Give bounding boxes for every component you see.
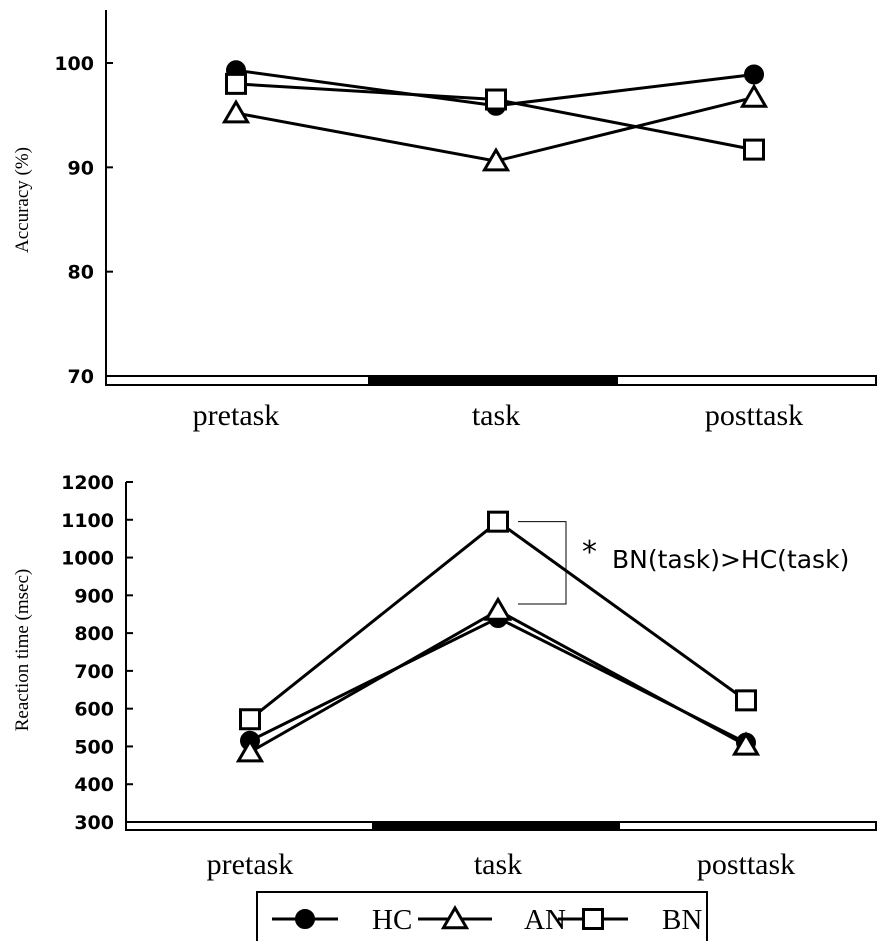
series-line-HC xyxy=(249,616,747,745)
data-point-BN-task xyxy=(487,510,509,533)
y-tick-label: 1100 xyxy=(61,510,114,532)
y-tick-label: 500 xyxy=(74,736,114,758)
significance-bracket xyxy=(518,521,567,605)
data-point-BN-posttask xyxy=(735,689,757,712)
y-tick-label: 700 xyxy=(74,661,114,683)
series-line-AN xyxy=(249,608,747,754)
data-point-HC-posttask xyxy=(744,64,764,85)
y-tick-label: 400 xyxy=(74,774,114,796)
data-point-AN-task xyxy=(481,147,511,172)
data-point-AN-pretask xyxy=(221,99,251,124)
data-point-AN-posttask xyxy=(739,83,769,108)
legend-marker-HC xyxy=(295,909,315,929)
chart-1: 70 80 90 100 Accuracy (%) pretask task posttask xyxy=(12,10,877,432)
y-tick-label: 70 xyxy=(68,366,94,388)
legend-marker-AN xyxy=(440,905,470,930)
y-tick-label: 100 xyxy=(54,53,94,75)
data-point-BN-task xyxy=(485,88,507,111)
data-point-BN-pretask xyxy=(225,72,247,95)
legend-marker-BN xyxy=(582,908,604,930)
y-tick-label: 1200 xyxy=(61,472,114,494)
phase-bar-task-segment xyxy=(368,376,618,385)
annotation-star: * xyxy=(582,535,597,570)
legend-label-BN: BN xyxy=(662,904,702,936)
data-point-AN-task xyxy=(483,596,513,621)
y-tick-label: 300 xyxy=(74,812,114,834)
y-tick-label: 600 xyxy=(74,699,114,721)
x-tick-label-task: task xyxy=(472,399,520,432)
y-tick-label: 90 xyxy=(68,157,94,179)
data-point-BN-posttask xyxy=(743,138,765,161)
phase-bar-task-segment xyxy=(372,822,620,830)
y-tick-label: 80 xyxy=(68,262,94,284)
x-tick-label-posttask: posttask xyxy=(697,848,795,881)
x-tick-label-pretask: pretask xyxy=(193,399,280,432)
annotation-text: BN(task)>HC(task) xyxy=(612,545,849,574)
y-tick-label: 1000 xyxy=(61,548,114,570)
data-point-AN-pretask xyxy=(235,738,265,763)
x-tick-label-posttask: posttask xyxy=(705,399,803,432)
x-tick-label-task: task xyxy=(474,848,522,881)
data-point-BN-pretask xyxy=(239,708,261,731)
y-tick-label: 900 xyxy=(74,585,114,607)
legend-svg: HC AN BN xyxy=(272,904,702,936)
x-tick-label-pretask: pretask xyxy=(207,848,294,881)
legend: HC AN BN xyxy=(256,891,708,941)
legend-label-HC: HC xyxy=(372,904,412,936)
data-point-AN-posttask xyxy=(731,731,761,756)
chart-2: 300 400 500 600 700 800 900 1000 1100 1200 Reactio… xyxy=(12,472,877,881)
y-axis-label: Reaction time (msec) xyxy=(12,569,33,732)
y-tick-label: 800 xyxy=(74,623,114,645)
y-axis-label: Accuracy (%) xyxy=(12,147,33,253)
